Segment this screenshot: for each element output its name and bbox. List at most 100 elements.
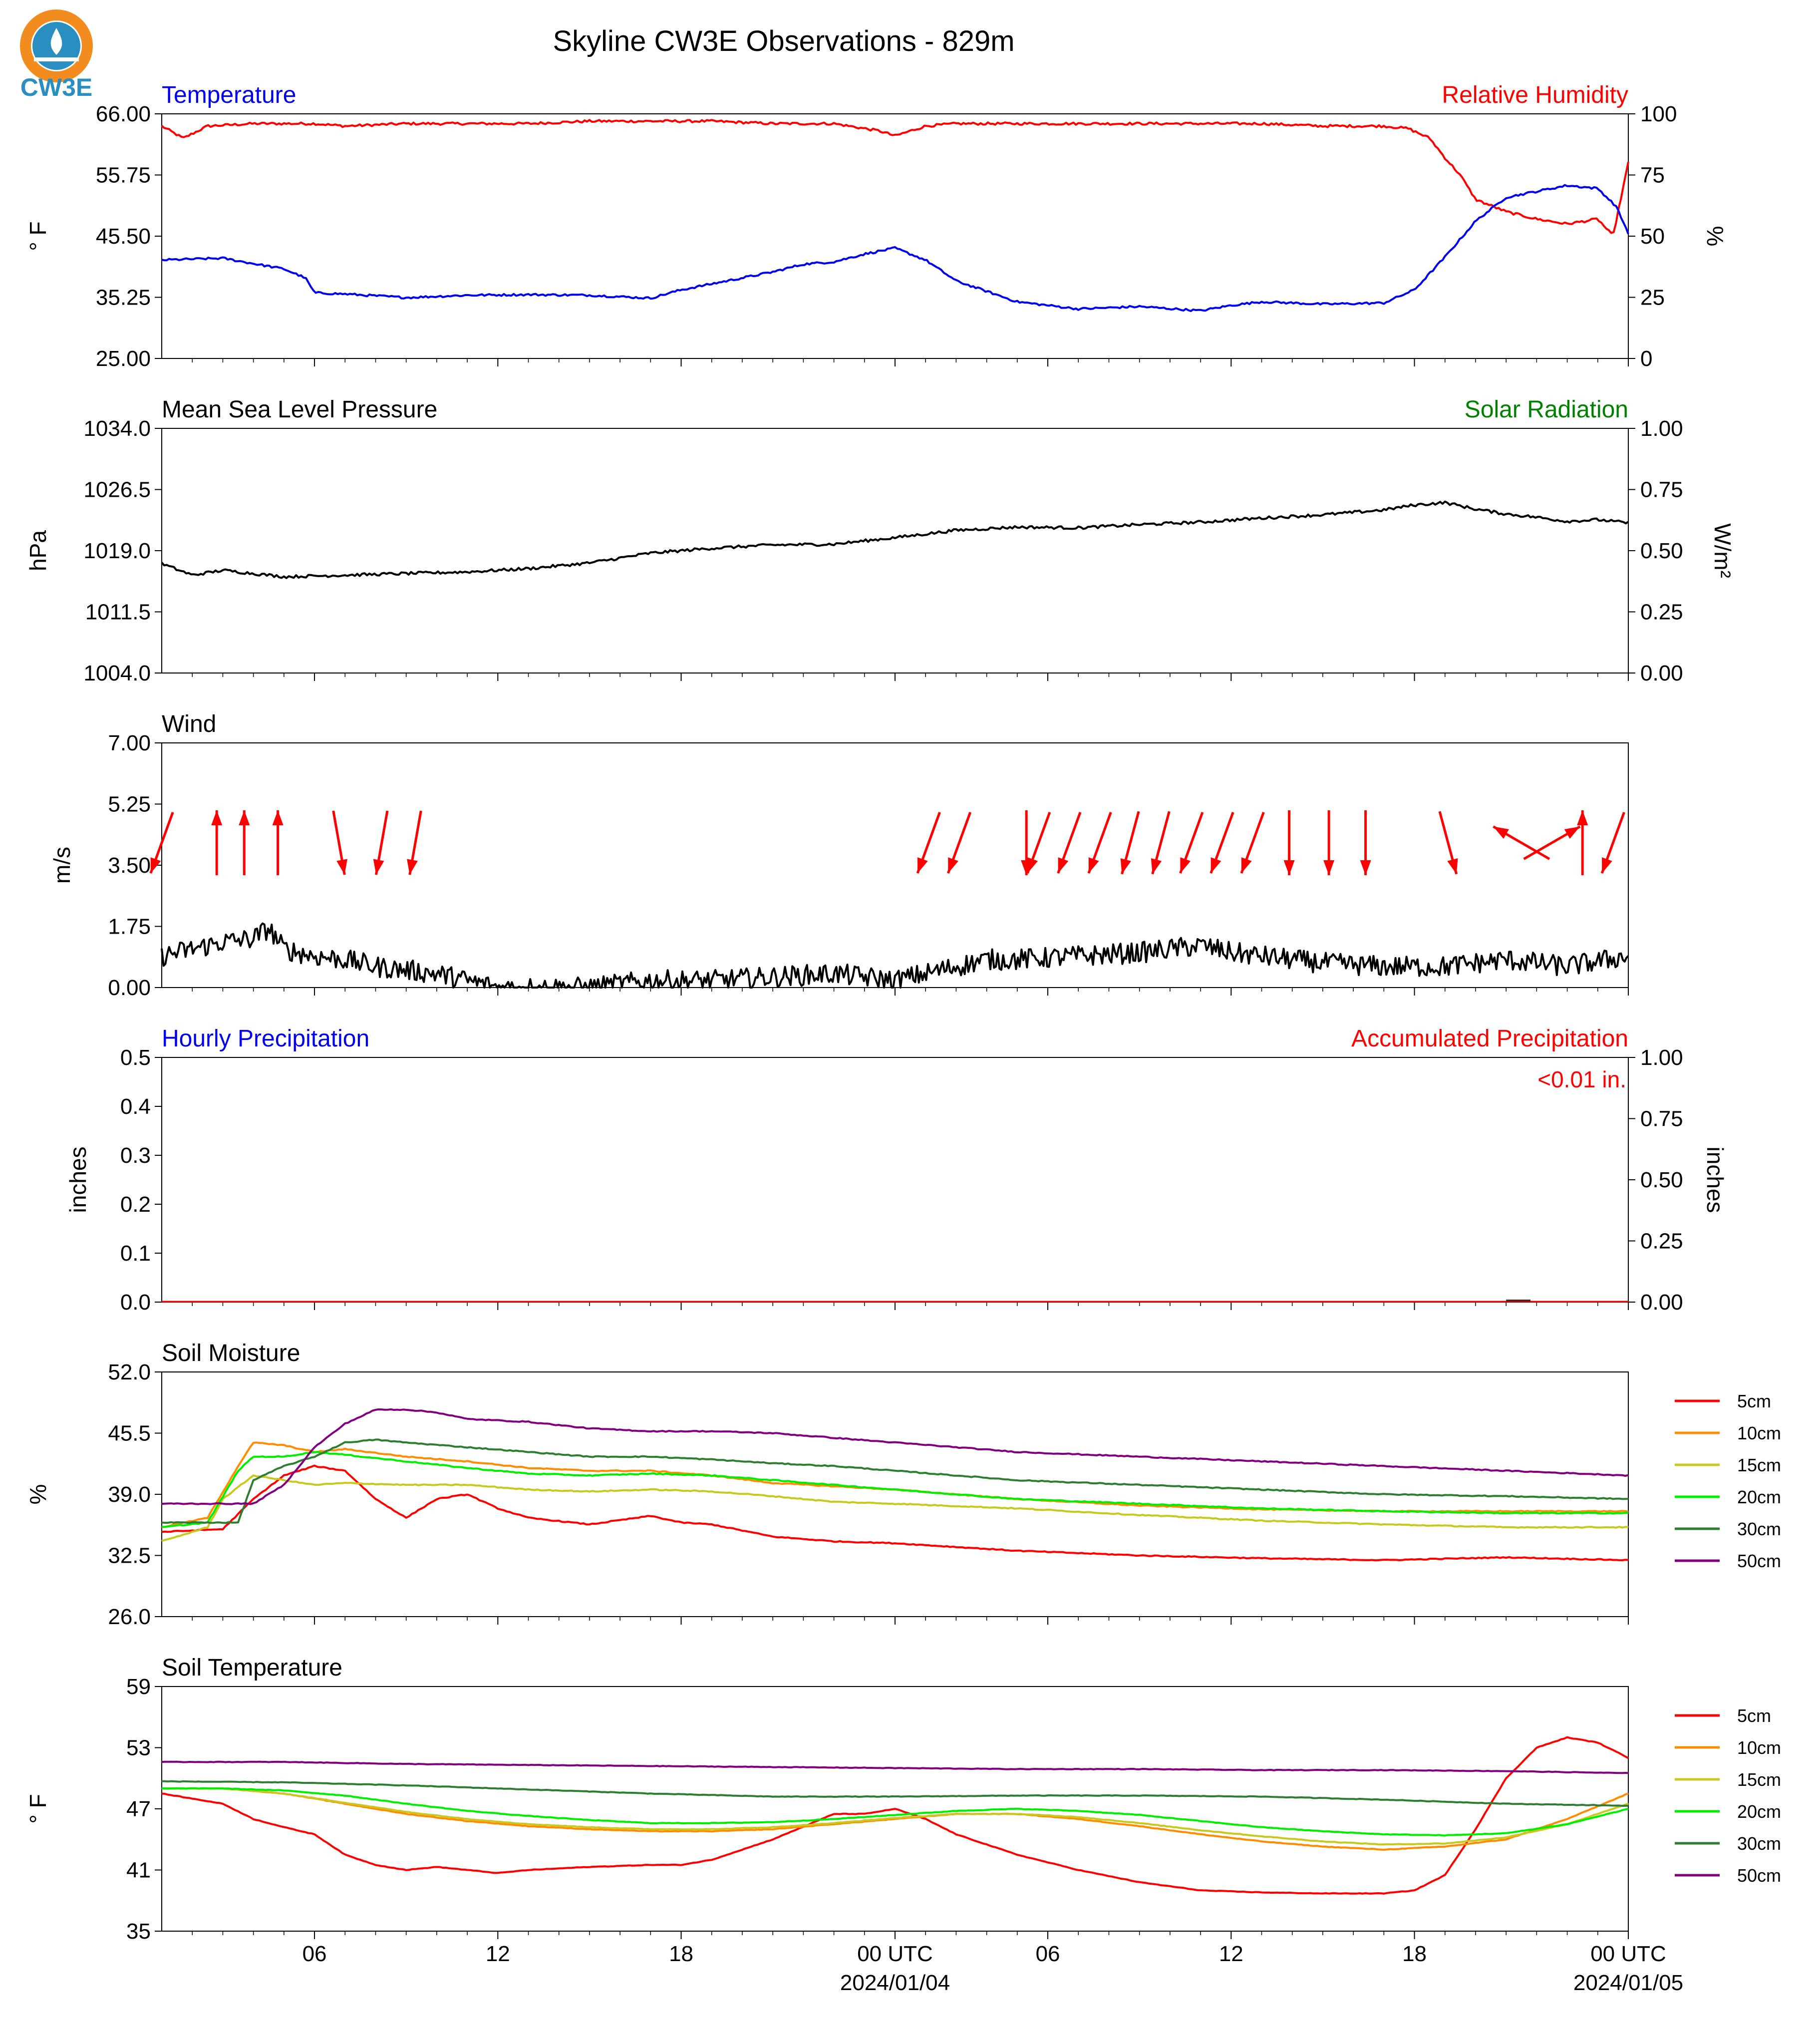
wind-arrow — [1577, 810, 1588, 875]
wind-arrow — [916, 812, 941, 874]
y2-tick-label: 50 — [1640, 224, 1665, 249]
y-tick-label: 0.00 — [108, 976, 151, 1000]
y2-axis-label: inches — [1702, 1147, 1728, 1213]
series-50cm — [161, 1408, 1629, 1505]
y2-tick-label: 0.75 — [1640, 1107, 1683, 1131]
legend-label: 30cm — [1737, 1833, 1781, 1854]
legend-label: 10cm — [1737, 1737, 1781, 1758]
legend-label: 10cm — [1737, 1423, 1781, 1443]
series-5cm — [161, 1464, 1629, 1562]
wind-arrow — [1283, 810, 1295, 875]
wind-arrow-head — [211, 810, 223, 825]
y-tick-label: 1034.0 — [83, 416, 151, 441]
y2-tick-label: 0 — [1640, 346, 1652, 371]
legend-label: 20cm — [1737, 1801, 1781, 1822]
wind-arrow — [1087, 812, 1112, 874]
series-relative-humidity — [161, 119, 1629, 234]
panel-frame — [161, 742, 1629, 988]
y-axis-label: inches — [65, 1147, 91, 1213]
legend-item-5cm: 5cm — [1675, 1391, 1771, 1411]
wind-arrow-head — [1564, 826, 1580, 839]
y-tick-label: 55.75 — [96, 163, 151, 188]
series-wind-speed — [161, 922, 1629, 989]
wind-arrow-head — [239, 810, 250, 825]
precip-annotation: <0.01 in. — [1537, 1066, 1626, 1092]
wind-arrow-head — [1602, 857, 1612, 874]
cw3e-logo: CW3E — [20, 9, 93, 101]
panel-soil_moisture: 52.0 45.5 39.0 32.5 26.0 Soil Moisture% 5cm 10c… — [25, 1340, 1781, 1629]
y2-tick-label: 0.50 — [1640, 1168, 1683, 1192]
wind-arrow — [239, 810, 250, 875]
series-5cm — [161, 1736, 1629, 1895]
x-tick-label: 00 UTC — [857, 1942, 933, 1966]
panel-wind: 7.00 5.25 3.50 1.75 0.00 Wind m/s — [49, 711, 1629, 1000]
x-tick-label: 12 — [486, 1942, 510, 1966]
legend-item-10cm: 10cm — [1675, 1423, 1781, 1443]
wind-arrow-head — [1120, 858, 1131, 874]
y-tick-label: 3.50 — [108, 853, 151, 878]
y2-tick-label: 0.75 — [1640, 478, 1683, 502]
panel-title-left: Temperature — [162, 82, 296, 108]
y-tick-label: 1019.0 — [83, 539, 151, 563]
wind-arrow-head — [917, 857, 928, 874]
panel-title-right: Relative Humidity — [1442, 82, 1628, 108]
logo-wave — [34, 57, 79, 61]
y2-tick-label: 0.25 — [1640, 1229, 1683, 1254]
plot-area: <0.01 in. — [162, 1066, 1628, 1303]
y-tick-label: 47 — [126, 1797, 151, 1821]
wind-arrow-head — [948, 857, 958, 874]
wind-arrow-head — [336, 859, 347, 875]
y2-tick-label: 0.50 — [1640, 539, 1683, 563]
wind-arrow-head — [1058, 857, 1069, 874]
y2-tick-label: 1.00 — [1640, 1045, 1683, 1070]
y-tick-label: 41 — [126, 1858, 151, 1883]
panel-temp_rh: 66.00 55.75 45.50 35.25 25.00 100 75 50 25 0 Tempe… — [25, 82, 1728, 371]
wind-arrow — [407, 810, 422, 875]
y-tick-label: 35.25 — [96, 286, 151, 310]
y-tick-label: 66.00 — [96, 102, 151, 126]
y-tick-label: 0.3 — [120, 1143, 151, 1168]
wind-arrow — [1179, 812, 1204, 874]
chart-title: Skyline CW3E Observations - 829m — [553, 25, 1014, 57]
y2-tick-label: 25 — [1640, 286, 1665, 310]
y-tick-label: 32.5 — [108, 1544, 151, 1568]
legend-label: 5cm — [1737, 1391, 1771, 1411]
legend-item-10cm: 10cm — [1675, 1737, 1781, 1758]
wind-arrow-head — [1027, 857, 1038, 874]
legend-item-20cm: 20cm — [1675, 1487, 1781, 1507]
legend-item-20cm: 20cm — [1675, 1801, 1781, 1822]
wind-arrow — [1026, 812, 1051, 874]
series-temperature — [161, 184, 1629, 312]
y-axis-label: hPa — [25, 530, 51, 571]
wind-arrow-head — [1360, 860, 1371, 875]
y-tick-label: 45.5 — [108, 1421, 151, 1446]
panel-frame — [161, 113, 1629, 359]
y-tick-label: 59 — [126, 1675, 151, 1699]
wind-arrow — [1057, 812, 1082, 874]
wind-arrow — [1600, 812, 1625, 874]
x-tick-label: 06 — [1036, 1942, 1060, 1966]
panel-title-left: Soil Moisture — [162, 1340, 300, 1366]
logo-text: CW3E — [20, 73, 92, 101]
wind-arrow-head — [1283, 860, 1295, 875]
legend-item-15cm: 15cm — [1675, 1769, 1781, 1790]
y-tick-label: 45.50 — [96, 224, 151, 249]
wind-arrow-head — [1180, 857, 1191, 874]
y-tick-label: 1011.5 — [85, 600, 151, 625]
y-tick-label: 0.5 — [120, 1045, 151, 1070]
legend-label: 30cm — [1737, 1519, 1781, 1539]
y-tick-label: 53 — [126, 1736, 151, 1760]
series-15cm — [161, 1474, 1629, 1542]
panel-title-right: Accumulated Precipitation — [1351, 1025, 1628, 1052]
panel-soil_temp: 59 53 47 41 35 06 12 18 00 UTC 2024/01/04 06 12 18 00… — [25, 1655, 1781, 1995]
legend-label: 5cm — [1737, 1705, 1771, 1726]
y-tick-label: 0.1 — [120, 1241, 151, 1266]
series-50cm — [161, 1760, 1629, 1774]
panel-frame — [161, 428, 1629, 674]
wind-arrow — [1323, 810, 1335, 875]
wind-arrow — [946, 812, 972, 874]
plot-area — [161, 500, 1629, 579]
x-date-label: 2024/01/04 — [840, 1971, 950, 1995]
legend-label: 50cm — [1737, 1551, 1781, 1571]
